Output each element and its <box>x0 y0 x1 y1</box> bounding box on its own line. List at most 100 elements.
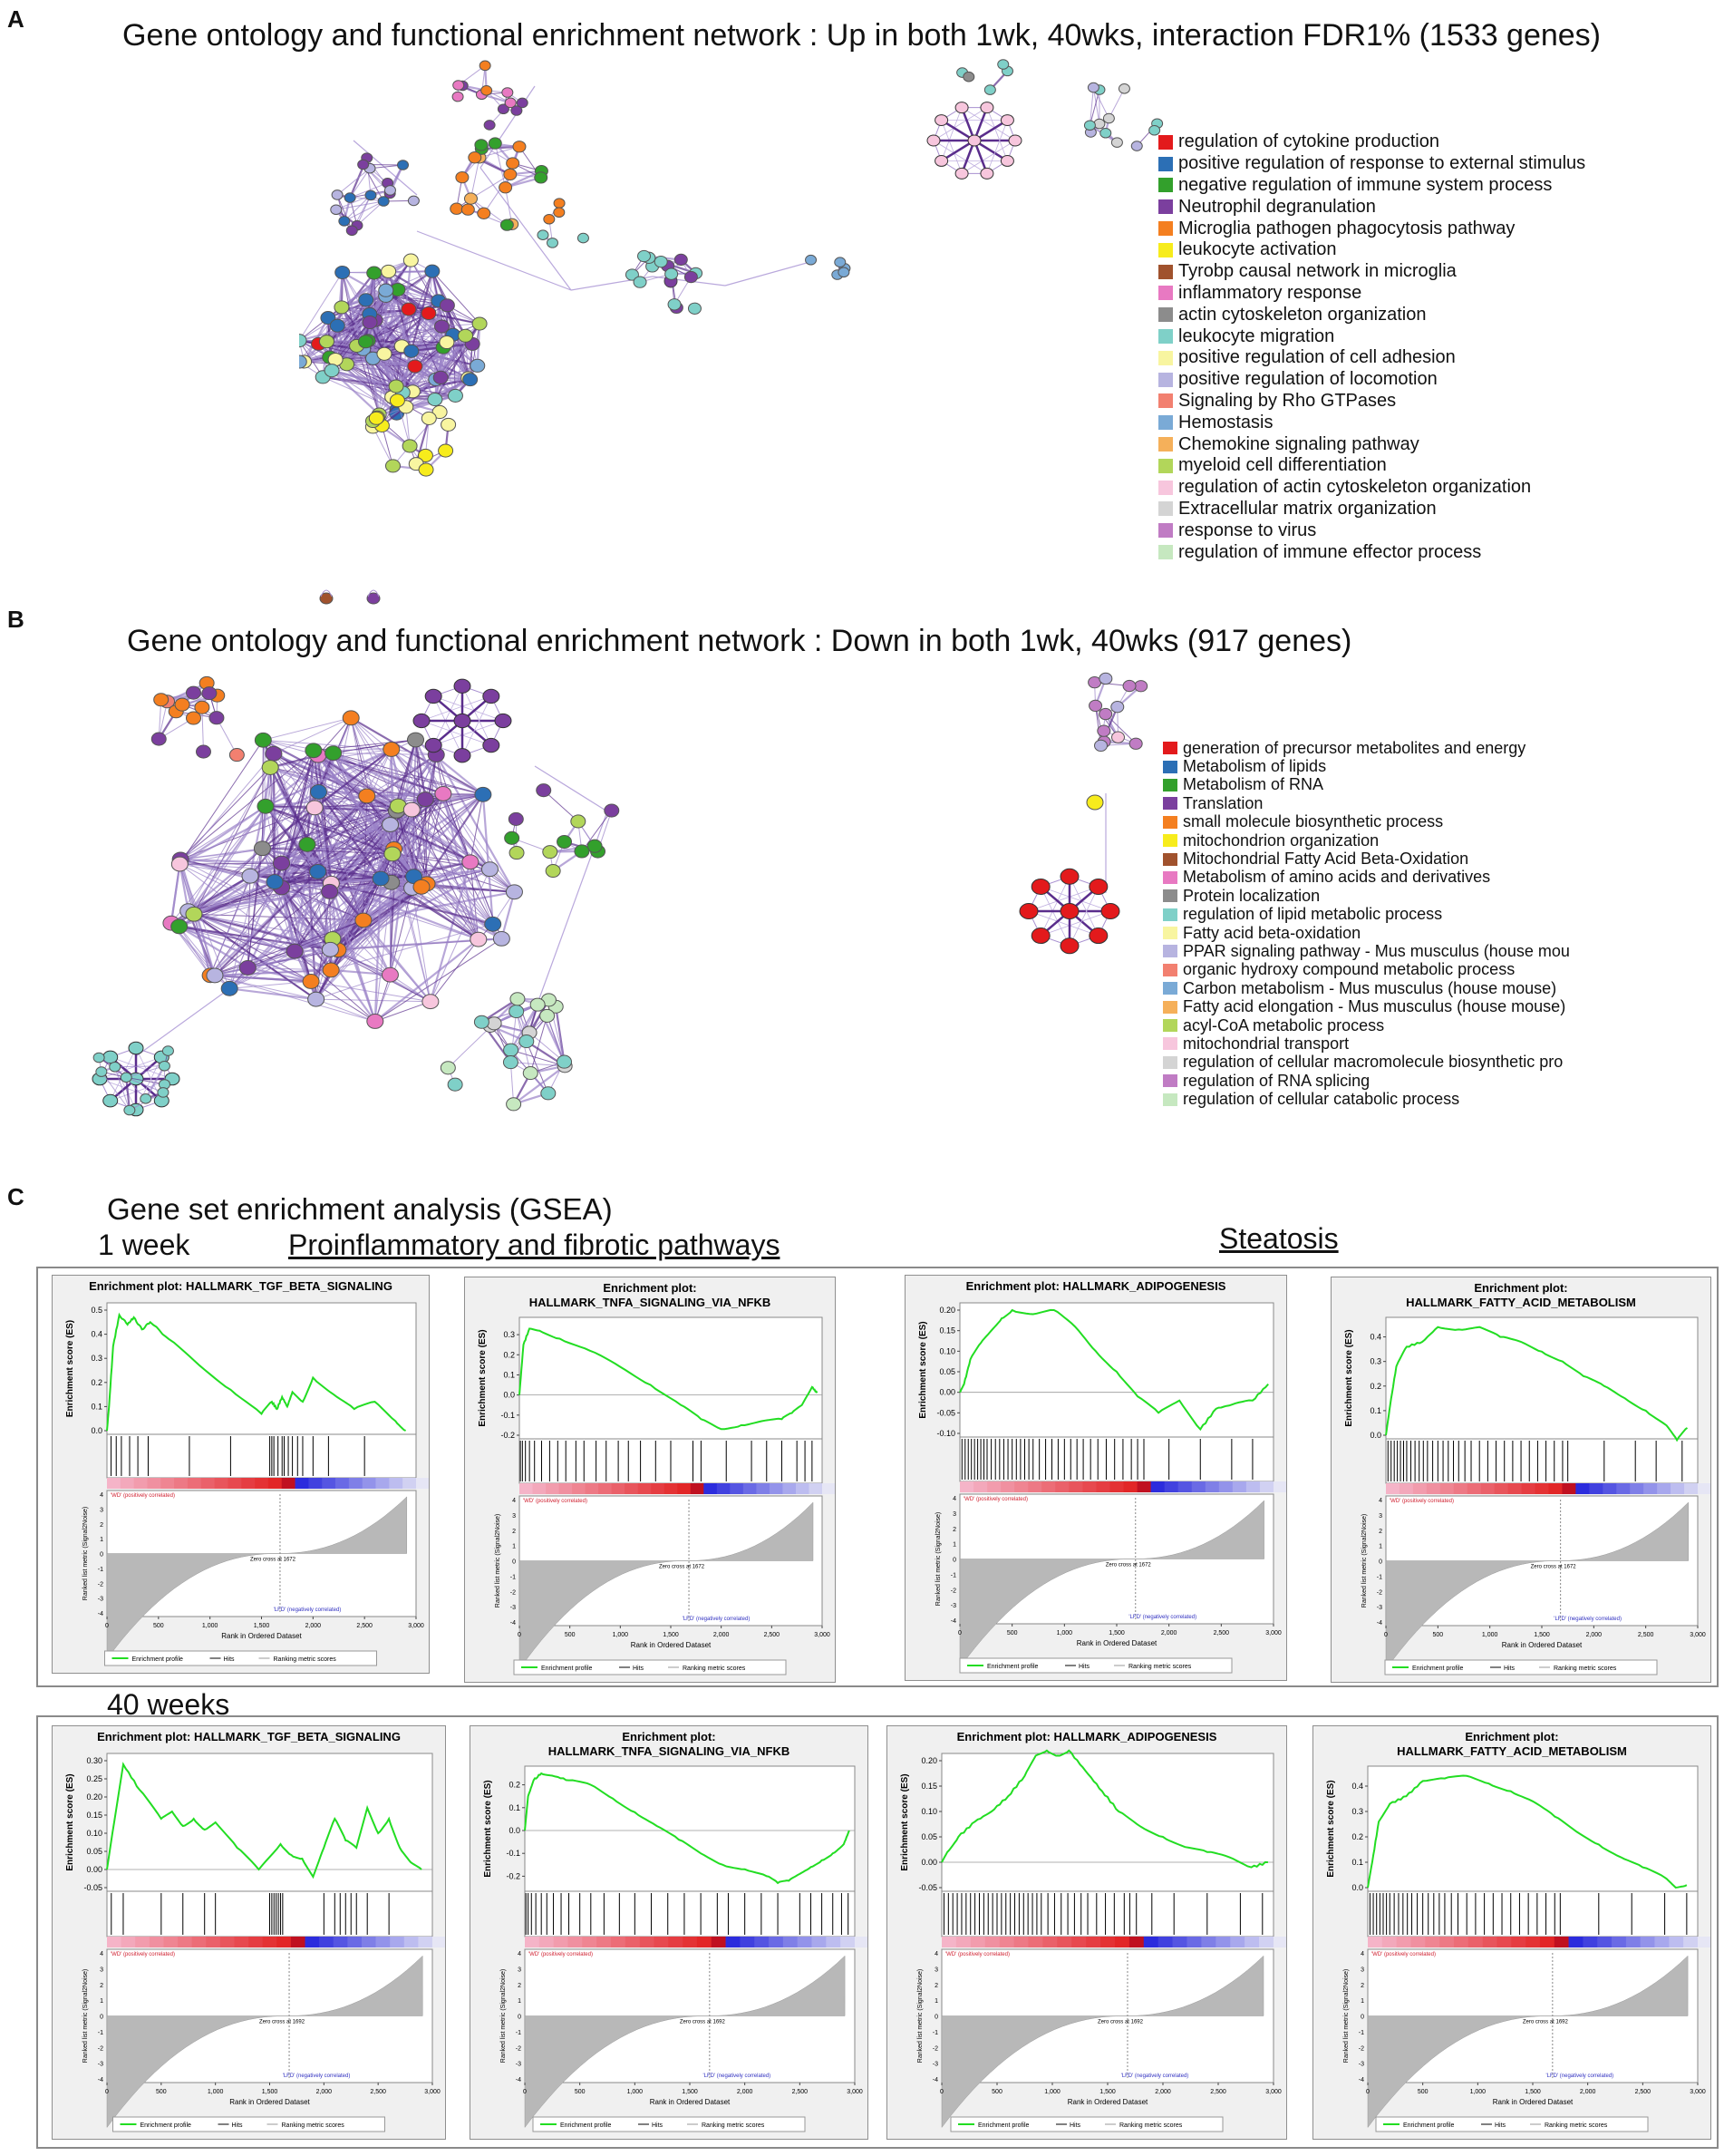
network-edge <box>421 754 437 888</box>
network-edge <box>179 863 318 872</box>
legend-item: mitochondrial transport <box>1163 1034 1570 1053</box>
network-node <box>470 931 488 947</box>
rank-color-segment <box>262 1937 277 1947</box>
rank-color-segment <box>740 1937 755 1947</box>
rank-color-segment <box>120 1478 135 1489</box>
legend-label: response to virus <box>1178 520 1317 540</box>
network-node <box>298 837 316 852</box>
network-node <box>604 803 620 818</box>
metric-axis-label: Ranked list metric (Signal2Noise) <box>917 1969 924 2063</box>
x-tick-label: 2,000 <box>737 2089 753 2095</box>
rank-color-segment <box>1521 1483 1535 1494</box>
network-node <box>261 760 279 775</box>
network-edge <box>428 313 456 396</box>
legend-item: regulation of RNA splicing <box>1163 1072 1570 1090</box>
x-tick-label: 3,000 <box>814 1632 830 1638</box>
rank-color-segment <box>987 1481 1002 1492</box>
es-panel <box>941 1753 1274 1892</box>
x-tick-label: 2,000 <box>1161 1630 1177 1636</box>
legend-item: positive regulation of response to exter… <box>1158 153 1585 175</box>
negative-correlation-label: 'LFD' (negatively correlated) <box>1546 2073 1614 2079</box>
rank-color-segment <box>596 1937 612 1947</box>
legend-label: inflammatory response <box>1178 282 1362 303</box>
network-node <box>161 1045 174 1056</box>
rank-color-segment <box>625 1483 639 1494</box>
rank-color-segment <box>107 1478 121 1489</box>
legend-label: Metabolism of lipids <box>1183 757 1327 776</box>
gsea-row-1-week <box>36 1267 1719 1687</box>
legend-hits-label: Hits <box>1079 1664 1090 1670</box>
network-node <box>334 265 351 280</box>
x-tick-label: 1,500 <box>1099 2089 1116 2095</box>
rank-color-segment <box>1568 1937 1584 1947</box>
network-edge <box>342 272 371 315</box>
network-node <box>1130 141 1143 151</box>
network-node <box>1118 83 1130 94</box>
rank-color-segment <box>1525 1937 1541 1947</box>
legend-profile-label: Enrichment profile <box>560 2122 612 2129</box>
network-edge <box>269 767 333 884</box>
negative-correlation-label: 'LFD' (negatively correlated) <box>1128 1615 1196 1620</box>
network-node <box>417 448 433 462</box>
rank-color-segment <box>690 1483 704 1494</box>
network-node <box>266 874 284 890</box>
network-node <box>241 868 259 884</box>
x-tick-label: 500 <box>992 2089 1002 2095</box>
metric-tick-label: -2 <box>951 1588 956 1594</box>
metric-tick-label: -1 <box>516 2030 521 2036</box>
rank-color-segment <box>1467 1937 1483 1947</box>
network-edge <box>315 886 422 1000</box>
network-node <box>381 966 399 983</box>
network-node <box>402 253 419 267</box>
network-node <box>926 134 941 147</box>
network-node <box>1060 937 1080 955</box>
rank-color-segment <box>1640 1937 1655 1947</box>
metric-tick-label: 1 <box>1361 1998 1364 2005</box>
network-node <box>1110 701 1125 714</box>
rank-color-segment <box>1597 1937 1613 1947</box>
rank-color-segment <box>1439 1937 1455 1947</box>
network-node <box>504 97 517 109</box>
network-edge <box>333 739 416 754</box>
network-edge <box>188 887 282 912</box>
network-edge <box>440 335 467 378</box>
rank-color-segment <box>219 1937 235 1947</box>
rank-color-segment <box>402 1478 417 1489</box>
rank-color-segment <box>1096 1481 1110 1492</box>
network-edge <box>331 369 381 415</box>
network-node <box>305 743 323 759</box>
rank-color-segment <box>1412 1483 1428 1494</box>
network-node <box>324 364 340 378</box>
y-tick-label: 0.05 <box>86 1847 102 1856</box>
network-edge <box>216 717 237 755</box>
enrichment-profile-line <box>518 1327 818 1431</box>
rank-color-segment <box>295 1478 309 1489</box>
rank-color-segment <box>133 1478 148 1489</box>
network-edge <box>293 792 320 952</box>
gsea-plot-card: Enrichment plot: HALLMARK_TGF_BETA_SIGNA… <box>52 1725 446 2140</box>
legend-item: Chemokine signaling pathway <box>1158 433 1585 455</box>
legend-label: Protein localization <box>1183 886 1321 905</box>
network-b <box>92 672 1148 1117</box>
network-node <box>543 213 556 225</box>
legend-item: Fatty acid elongation - Mus musculus (ho… <box>1163 997 1570 1015</box>
plot-title: HALLMARK_FATTY_ACID_METABOLISM <box>1406 1296 1636 1309</box>
network-edge <box>421 793 444 888</box>
network-node <box>439 335 455 350</box>
rank-color-segment <box>532 1483 547 1494</box>
rank-color-segment <box>711 1937 726 1947</box>
group-label-proinflammatory: Proinflammatory and fibrotic pathways <box>288 1229 780 1261</box>
legend-ranking-label: Ranking metric scores <box>1119 2122 1183 2129</box>
y-tick-label: 0.4 <box>1351 1782 1363 1791</box>
network-node <box>206 967 224 984</box>
rank-color-segment <box>375 1937 391 1947</box>
x-tick-label: 3,000 <box>847 2089 863 2095</box>
rank-color-segment <box>1683 1937 1699 1947</box>
ranking-metric-area <box>959 1500 1264 1668</box>
legend-label: regulation of cellular macromolecule bio… <box>1183 1053 1564 1072</box>
positive-correlation-label: 'WD' (positively correlated) <box>523 1499 587 1504</box>
network-edge <box>543 790 579 822</box>
panel-a-title: Gene ontology and functional enrichment … <box>122 18 1602 53</box>
network-node <box>1086 794 1104 811</box>
metric-tick-label: 0 <box>100 2015 103 2021</box>
